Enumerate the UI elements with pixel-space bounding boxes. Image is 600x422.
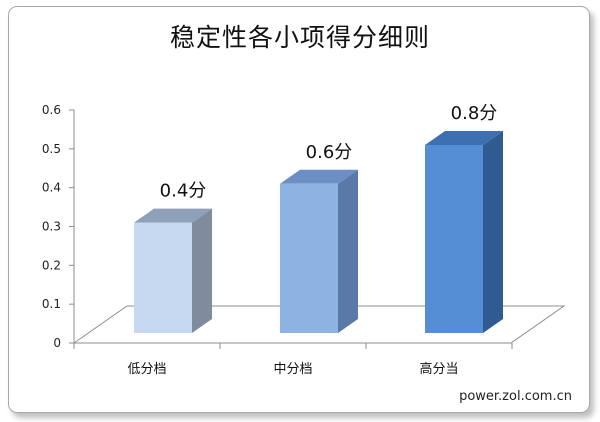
bar	[280, 169, 358, 333]
bar-front	[425, 144, 483, 333]
data-label: 0.4分	[160, 181, 207, 202]
y-tick-label: 0	[53, 336, 61, 350]
x-tick-label: 低分档	[127, 362, 166, 377]
x-tick-label: 高分当	[419, 361, 458, 377]
bar-top	[280, 169, 358, 184]
bar-side	[338, 169, 358, 333]
y-tick-label: 0.4	[42, 181, 61, 195]
data-label: 0.6分	[306, 142, 353, 163]
y-tick-label: 0.6	[42, 103, 61, 117]
bar	[425, 130, 503, 333]
bar-top	[134, 208, 212, 223]
x-tick-label: 中分档	[273, 362, 312, 377]
bar-side	[192, 208, 212, 333]
bars	[134, 130, 503, 333]
bar-side	[483, 130, 503, 333]
chart-title: 稳定性各小项得分细则	[169, 23, 430, 52]
y-tick-label: 0.1	[42, 297, 61, 311]
bar	[134, 208, 212, 333]
bar-front	[134, 222, 192, 333]
y-tick-label: 0.5	[42, 142, 61, 156]
bar-top	[425, 130, 503, 145]
data-label: 0.8分	[451, 103, 498, 124]
source-watermark: power.zol.com.cn	[459, 389, 572, 404]
y-axis: 0 0.1 0.2 0.3 0.4 0.5 0.6	[42, 103, 75, 350]
data-labels: 0.4分 0.6分 0.8分	[160, 103, 498, 202]
y-tick-label: 0.2	[42, 258, 61, 272]
x-axis: 低分档 中分档 高分当	[73, 342, 513, 377]
y-tick-label: 0.3	[42, 220, 61, 234]
bar-front	[280, 183, 338, 333]
